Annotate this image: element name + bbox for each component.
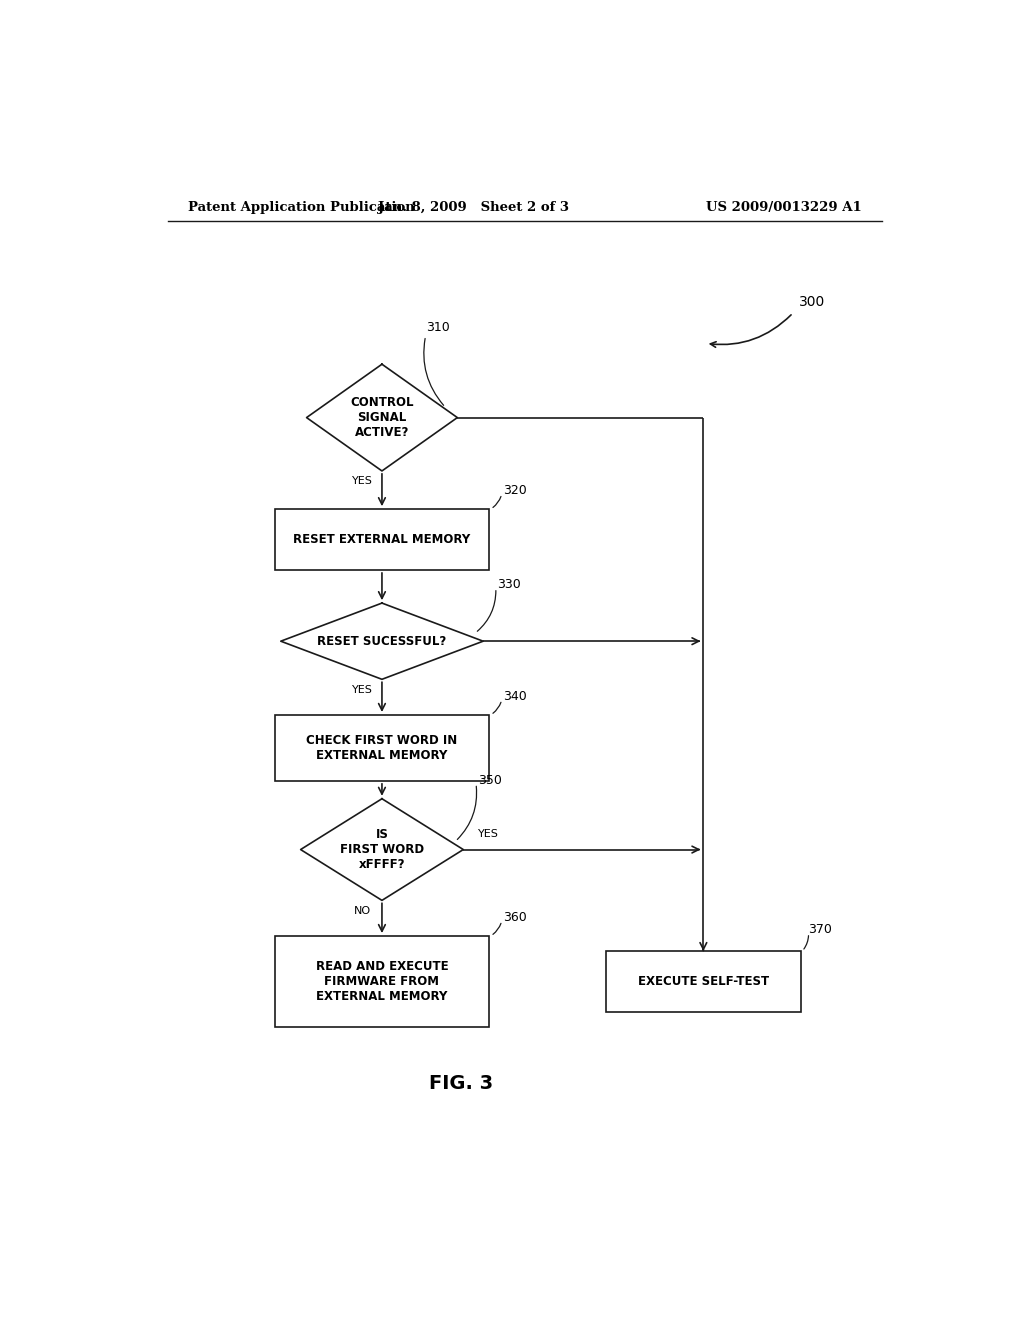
Text: CONTROL
SIGNAL
ACTIVE?: CONTROL SIGNAL ACTIVE? xyxy=(350,396,414,440)
Text: US 2009/0013229 A1: US 2009/0013229 A1 xyxy=(707,201,862,214)
Text: CHECK FIRST WORD IN
EXTERNAL MEMORY: CHECK FIRST WORD IN EXTERNAL MEMORY xyxy=(306,734,458,762)
Text: YES: YES xyxy=(351,477,373,486)
Text: 350: 350 xyxy=(477,774,502,787)
Text: 300: 300 xyxy=(799,294,825,309)
Text: NO: NO xyxy=(353,906,371,916)
Text: Patent Application Publication: Patent Application Publication xyxy=(187,201,415,214)
Text: 340: 340 xyxy=(504,689,527,702)
Bar xyxy=(274,715,489,781)
Bar xyxy=(274,510,489,570)
Bar xyxy=(274,936,489,1027)
Text: 370: 370 xyxy=(809,923,833,936)
Text: IS
FIRST WORD
xFFFF?: IS FIRST WORD xFFFF? xyxy=(340,828,424,871)
Text: RESET SUCESSFUL?: RESET SUCESSFUL? xyxy=(317,635,446,648)
Text: Jan. 8, 2009   Sheet 2 of 3: Jan. 8, 2009 Sheet 2 of 3 xyxy=(378,201,568,214)
Text: READ AND EXECUTE
FIRMWARE FROM
EXTERNAL MEMORY: READ AND EXECUTE FIRMWARE FROM EXTERNAL … xyxy=(315,960,449,1003)
Text: YES: YES xyxy=(351,685,373,694)
Text: 320: 320 xyxy=(504,484,527,496)
Text: 360: 360 xyxy=(504,911,527,924)
Text: EXECUTE SELF-TEST: EXECUTE SELF-TEST xyxy=(638,975,769,989)
Text: RESET EXTERNAL MEMORY: RESET EXTERNAL MEMORY xyxy=(293,533,471,546)
Bar xyxy=(606,952,801,1012)
Text: FIG. 3: FIG. 3 xyxy=(429,1074,494,1093)
Text: YES: YES xyxy=(477,829,499,840)
Text: 330: 330 xyxy=(498,578,521,591)
Text: 310: 310 xyxy=(426,321,450,334)
